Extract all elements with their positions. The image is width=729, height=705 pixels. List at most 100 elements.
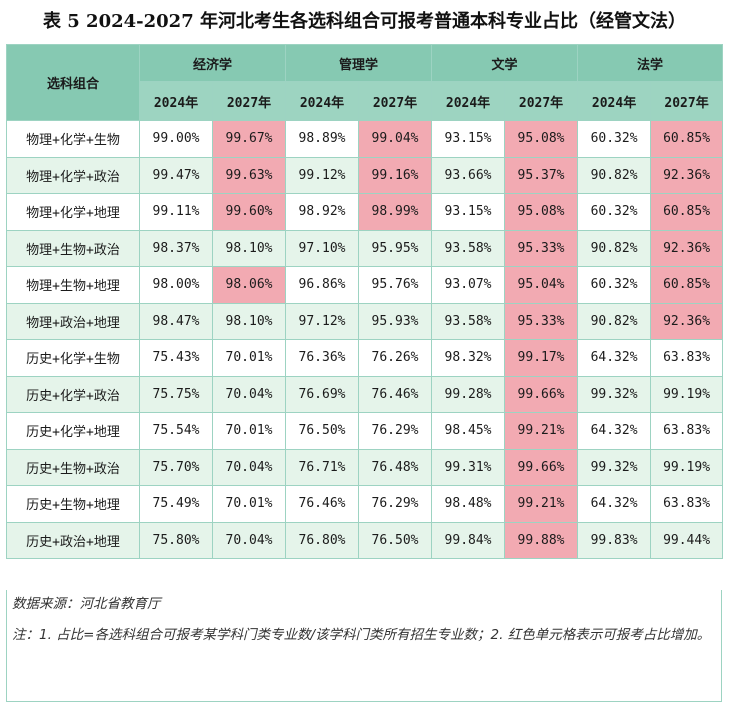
- value-cell: 76.26%: [358, 339, 433, 377]
- value-cell: 93.58%: [431, 302, 506, 340]
- header-row-years: 2024年 2027年 2024年 2027年 2024年 2027年 2024…: [7, 81, 724, 121]
- value-cell: 76.29%: [358, 412, 433, 450]
- table-row: 物理+化学+地理 99.11% 99.60% 98.92% 98.99% 93.15% 95…: [6, 193, 724, 231]
- table-row: 物理+化学+政治 99.47% 99.63% 99.12% 99.16% 93.66% 95…: [6, 156, 724, 194]
- subject-header: 法学: [577, 44, 724, 82]
- value-cell: 93.15%: [431, 120, 506, 158]
- combo-cell: 历史+政治+地理: [6, 521, 140, 559]
- value-cell: 75.75%: [139, 375, 213, 413]
- value-cell: 97.12%: [285, 302, 360, 340]
- value-cell: 98.48%: [431, 485, 506, 523]
- value-cell: 98.89%: [285, 120, 360, 158]
- value-cell-increase: 99.60%: [211, 193, 287, 231]
- value-cell-increase: 92.36%: [650, 156, 724, 194]
- combo-cell: 历史+生物+地理: [6, 485, 140, 523]
- combo-cell: 物理+生物+地理: [6, 266, 140, 304]
- value-cell: 70.04%: [211, 375, 287, 413]
- header-row-subjects: 选科组合 经济学 管理学 文学 法学: [6, 44, 724, 121]
- value-cell: 99.11%: [139, 193, 213, 231]
- value-cell: 75.54%: [139, 412, 213, 450]
- value-cell-increase: 95.08%: [504, 193, 579, 231]
- table-row: 物理+政治+地理 98.47% 98.10% 97.12% 95.93% 93.58% 95…: [6, 302, 724, 340]
- value-cell: 76.46%: [285, 485, 360, 523]
- value-cell-increase: 60.85%: [650, 193, 724, 231]
- combo-cell: 物理+生物+政治: [6, 229, 140, 267]
- value-cell: 98.37%: [139, 229, 213, 267]
- subject-header: 文学: [431, 44, 579, 82]
- value-cell: 99.44%: [650, 521, 724, 559]
- value-cell-increase: 99.21%: [504, 485, 579, 523]
- value-cell: 60.32%: [577, 193, 652, 231]
- table-row: 历史+化学+生物 75.43% 70.01% 76.36% 76.26% 98.32% 99…: [6, 339, 724, 377]
- value-cell-increase: 95.04%: [504, 266, 579, 304]
- value-cell: 99.28%: [431, 375, 506, 413]
- year-header: 2027年: [211, 81, 287, 121]
- value-cell: 75.80%: [139, 521, 213, 559]
- value-cell: 98.47%: [139, 302, 213, 340]
- value-cell: 76.50%: [358, 521, 433, 559]
- table-row: 历史+生物+地理 75.49% 70.01% 76.46% 76.29% 98.48% 99…: [6, 485, 724, 523]
- value-cell-increase: 95.37%: [504, 156, 579, 194]
- value-cell-increase: 99.66%: [504, 448, 579, 486]
- notes: 数据来源：河北省教育厅 注：1. 占比=各选科组合可报考某学科门类专业数/该学科…: [12, 592, 717, 654]
- notes-frame: [6, 590, 722, 702]
- value-cell: 96.86%: [285, 266, 360, 304]
- value-cell: 70.01%: [211, 339, 287, 377]
- combo-cell: 历史+化学+政治: [6, 375, 140, 413]
- data-table: 选科组合 经济学 管理学 文学 法学 2024年 2027年 2024年 202…: [6, 44, 724, 559]
- value-cell: 64.32%: [577, 412, 652, 450]
- value-cell: 63.83%: [650, 485, 724, 523]
- value-cell: 70.04%: [211, 521, 287, 559]
- value-cell: 75.43%: [139, 339, 213, 377]
- value-cell-increase: 99.17%: [504, 339, 579, 377]
- value-cell: 76.71%: [285, 448, 360, 486]
- value-cell: 90.82%: [577, 229, 652, 267]
- value-cell-increase: 95.33%: [504, 302, 579, 340]
- value-cell: 99.32%: [577, 448, 652, 486]
- value-cell: 76.80%: [285, 521, 360, 559]
- table-row: 历史+生物+政治 75.70% 70.04% 76.71% 76.48% 99.31% 99…: [6, 448, 724, 486]
- combo-header: 选科组合: [6, 44, 140, 121]
- combo-cell: 历史+化学+生物: [6, 339, 140, 377]
- value-cell: 76.29%: [358, 485, 433, 523]
- value-cell: 95.95%: [358, 229, 433, 267]
- table-row: 历史+化学+地理 75.54% 70.01% 76.50% 76.29% 98.45% 99…: [6, 412, 724, 450]
- value-cell: 64.32%: [577, 485, 652, 523]
- value-cell: 93.07%: [431, 266, 506, 304]
- year-header: 2024年: [139, 81, 213, 121]
- value-cell: 90.82%: [577, 156, 652, 194]
- value-cell-increase: 95.33%: [504, 229, 579, 267]
- table-row: 历史+政治+地理 75.80% 70.04% 76.80% 76.50% 99.84% 99…: [6, 521, 724, 559]
- table-row: 物理+化学+生物 99.00% 99.67% 98.89% 99.04% 93.15% 95…: [6, 120, 724, 158]
- value-cell: 76.36%: [285, 339, 360, 377]
- combo-cell: 物理+政治+地理: [6, 302, 140, 340]
- year-header: 2027年: [358, 81, 433, 121]
- value-cell: 99.19%: [650, 375, 724, 413]
- table-body: 物理+化学+生物 99.00% 99.67% 98.89% 99.04% 93.15% 95…: [6, 120, 724, 559]
- subject-header: 经济学: [138, 44, 287, 82]
- subject-header: 管理学: [285, 44, 433, 82]
- value-cell-increase: 99.66%: [504, 375, 579, 413]
- value-cell-increase: 60.85%: [650, 266, 724, 304]
- value-cell-increase: 99.88%: [504, 521, 579, 559]
- value-cell: 90.82%: [577, 302, 652, 340]
- value-cell: 99.84%: [431, 521, 506, 559]
- year-header: 2024年: [577, 81, 652, 121]
- year-header: 2027年: [504, 81, 579, 121]
- value-cell: 99.12%: [285, 156, 360, 194]
- table-row: 物理+生物+政治 98.37% 98.10% 97.10% 95.95% 93.58% 95…: [6, 229, 724, 267]
- value-cell: 93.58%: [431, 229, 506, 267]
- value-cell-increase: 60.85%: [650, 120, 724, 158]
- value-cell: 98.00%: [139, 266, 213, 304]
- value-cell-increase: 99.63%: [211, 156, 287, 194]
- value-cell-increase: 99.16%: [358, 156, 433, 194]
- value-cell-increase: 99.21%: [504, 412, 579, 450]
- combo-cell: 历史+化学+地理: [6, 412, 140, 450]
- value-cell: 98.45%: [431, 412, 506, 450]
- value-cell: 76.46%: [358, 375, 433, 413]
- table-row: 历史+化学+政治 75.75% 70.04% 76.69% 76.46% 99.28% 99…: [6, 375, 724, 413]
- value-cell: 75.49%: [139, 485, 213, 523]
- combo-cell: 物理+化学+政治: [6, 156, 140, 194]
- value-cell: 64.32%: [577, 339, 652, 377]
- value-cell: 76.48%: [358, 448, 433, 486]
